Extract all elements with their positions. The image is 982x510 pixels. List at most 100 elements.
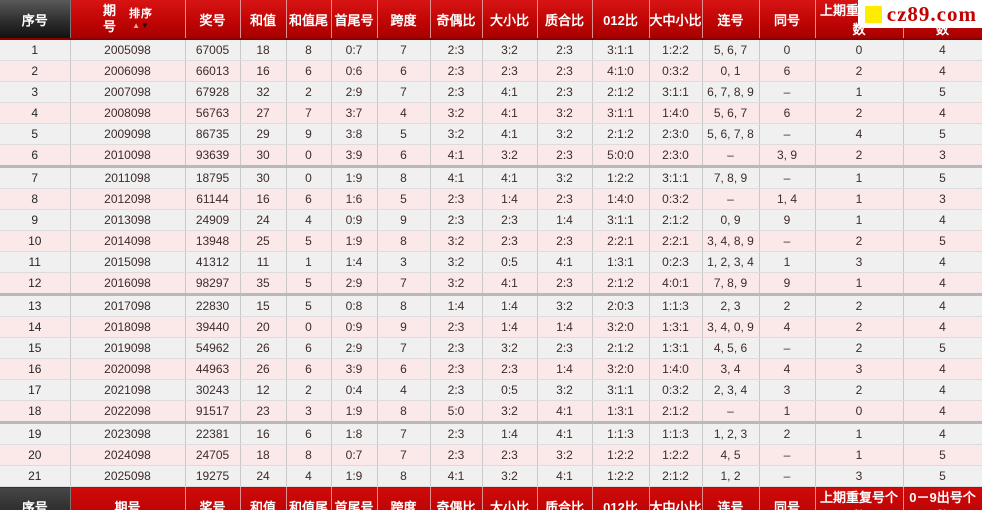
cell-012-ratio: 1:3:1	[592, 251, 650, 273]
cell-sum-tail: 8	[286, 39, 332, 61]
cell-prev-repeat-count: 2	[815, 316, 904, 338]
cell-digit-out-count: 4	[903, 294, 982, 317]
cell-big-mid-small-ratio: 2:3:0	[649, 144, 703, 168]
cell-period: 2020098	[70, 358, 186, 380]
cell-consecutive-numbers: 1, 2, 3, 4	[702, 251, 760, 273]
cell-span: 6	[377, 358, 431, 380]
footer-consecutive-numbers: 连号	[702, 486, 760, 510]
table-row: 5 2009098 86735 29 9 3:8 5 3:2 4:1 3:2 2:1:2 2:3:0 5…	[0, 123, 982, 145]
sort-control[interactable]: 排序 ▲▼	[129, 8, 153, 30]
cell-sum-tail: 6	[286, 188, 332, 210]
cell-big-mid-small-ratio: 4:0:1	[649, 272, 703, 296]
table-row: 17 2021098 30243 12 2 0:4 4 2:3 0:5 3:2 3:1:1 0:3:2…	[0, 379, 982, 401]
cell-sum-tail: 1	[286, 251, 332, 273]
footer-odd-even-ratio: 奇偶比	[430, 486, 483, 510]
cell-012-ratio: 2:1:2	[592, 81, 650, 103]
cell-sum-tail: 6	[286, 422, 332, 445]
cell-prev-repeat-count: 1	[815, 422, 904, 445]
footer-span: 跨度	[377, 486, 431, 510]
cell-prime-composite-ratio: 3:2	[537, 444, 593, 466]
logo-text: cz89.com	[886, 1, 977, 26]
sort-arrows[interactable]: ▲▼	[132, 20, 150, 30]
cell-012-ratio: 2:1:2	[592, 123, 650, 145]
table-row: 4 2008098 56763 27 7 3:7 4 3:2 4:1 3:2 3:1:1 1:4:0 5…	[0, 102, 982, 124]
sort-desc-icon[interactable]: ▼	[141, 20, 150, 30]
cell-prize-number: 67928	[185, 81, 241, 103]
cell-prime-composite-ratio: 1:4	[537, 209, 593, 231]
cell-odd-even-ratio: 2:3	[430, 209, 483, 231]
cell-span: 3	[377, 251, 431, 273]
footer-row: 序号 期号 奖号 和值 和值尾 首尾号 跨度 奇偶比 大小比 质合比 012比 …	[0, 486, 982, 510]
cell-odd-even-ratio: 2:3	[430, 81, 483, 103]
cell-prime-composite-ratio: 4:1	[537, 251, 593, 273]
cell-odd-even-ratio: 3:2	[430, 230, 483, 252]
cell-odd-even-ratio: 1:4	[430, 294, 483, 317]
header-period: 期号 排序 ▲▼	[70, 0, 186, 40]
cell-prime-composite-ratio: 4:1	[537, 422, 593, 445]
cell-span: 8	[377, 166, 431, 189]
cell-prize-number: 24705	[185, 444, 241, 466]
cell-seq: 19	[0, 422, 71, 445]
cell-first-last: 2:9	[331, 81, 378, 103]
cell-sum-tail: 8	[286, 444, 332, 466]
cell-big-small-ratio: 2:3	[482, 444, 538, 466]
cell-012-ratio: 1:1:3	[592, 422, 650, 445]
cell-digit-out-count: 5	[903, 337, 982, 359]
cell-first-last: 0:9	[331, 316, 378, 338]
table-row: 15 2019098 54962 26 6 2:9 7 2:3 3:2 2:3 2:1:2 1:3:1…	[0, 337, 982, 359]
footer-sum-tail: 和值尾	[286, 486, 332, 510]
cell-012-ratio: 2:0:3	[592, 294, 650, 317]
cell-big-mid-small-ratio: 1:1:3	[649, 294, 703, 317]
header-period-label: 期号	[102, 3, 116, 34]
cell-prime-composite-ratio: 3:2	[537, 102, 593, 124]
cell-prime-composite-ratio: 2:3	[537, 188, 593, 210]
cell-consecutive-numbers: 1, 2	[702, 465, 760, 487]
cell-period: 2023098	[70, 422, 186, 445]
cell-odd-even-ratio: 3:2	[430, 123, 483, 145]
cell-prev-repeat-count: 0	[815, 39, 904, 61]
cell-big-mid-small-ratio: 3:1:1	[649, 166, 703, 189]
cell-sum: 25	[240, 230, 287, 252]
cell-prize-number: 56763	[185, 102, 241, 124]
cell-same-numbers: –	[759, 230, 816, 252]
cell-seq: 13	[0, 294, 71, 317]
header-012-ratio: 012比	[592, 0, 650, 40]
site-logo[interactable]: cz89.com	[857, 0, 982, 28]
cell-same-numbers: –	[759, 444, 816, 466]
cell-odd-even-ratio: 3:2	[430, 102, 483, 124]
cell-digit-out-count: 4	[903, 251, 982, 273]
cell-prev-repeat-count: 1	[815, 444, 904, 466]
table-row: 7 2011098 18795 30 0 1:9 8 4:1 4:1 3:2 1:2:2 3:1:1 7…	[0, 166, 982, 189]
cell-prime-composite-ratio: 2:3	[537, 39, 593, 61]
cell-prev-repeat-count: 1	[815, 188, 904, 210]
cell-odd-even-ratio: 2:3	[430, 337, 483, 359]
header-prime-composite-ratio: 质合比	[537, 0, 593, 40]
cell-big-mid-small-ratio: 0:3:2	[649, 60, 703, 82]
cell-odd-even-ratio: 2:3	[430, 358, 483, 380]
cell-seq: 20	[0, 444, 71, 466]
cell-span: 7	[377, 272, 431, 296]
cell-sum: 11	[240, 251, 287, 273]
cell-period: 2009098	[70, 123, 186, 145]
cell-012-ratio: 3:1:1	[592, 209, 650, 231]
cell-seq: 14	[0, 316, 71, 338]
cell-consecutive-numbers: 4, 5, 6	[702, 337, 760, 359]
header-big-small-ratio: 大小比	[482, 0, 538, 40]
cell-sum: 15	[240, 294, 287, 317]
cell-prize-number: 22830	[185, 294, 241, 317]
cell-digit-out-count: 4	[903, 39, 982, 61]
cell-digit-out-count: 5	[903, 465, 982, 487]
cell-consecutive-numbers: 3, 4	[702, 358, 760, 380]
cell-consecutive-numbers: 1, 2, 3	[702, 422, 760, 445]
cell-sum: 24	[240, 465, 287, 487]
cell-period: 2017098	[70, 294, 186, 317]
footer-big-small-ratio: 大小比	[482, 486, 538, 510]
table-row: 1 2005098 67005 18 8 0:7 7 2:3 3:2 2:3 3:1:1 1:2:2 5…	[0, 39, 982, 61]
cell-period: 2007098	[70, 81, 186, 103]
cell-sum-tail: 6	[286, 337, 332, 359]
footer-seq: 序号	[0, 486, 71, 510]
cell-seq: 11	[0, 251, 71, 273]
sort-asc-icon[interactable]: ▲	[132, 20, 141, 30]
cell-sum-tail: 2	[286, 81, 332, 103]
table-row: 18 2022098 91517 23 3 1:9 8 5:0 3:2 4:1 1:3:1 2:1:2…	[0, 400, 982, 424]
